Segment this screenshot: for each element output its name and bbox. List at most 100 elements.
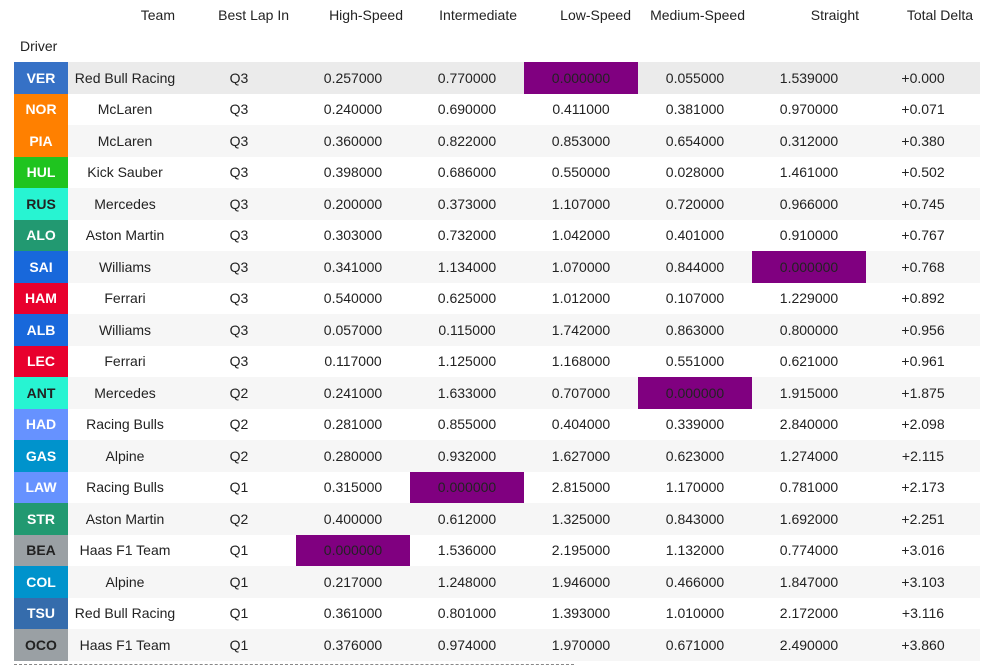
cell: 1.107000 xyxy=(551,195,611,212)
cell: +0.071 xyxy=(901,101,945,118)
cell: 0.843000 xyxy=(665,510,725,527)
cell: 1.229000 xyxy=(779,290,839,307)
cell: 0.621000 xyxy=(779,353,839,370)
driver-cell: NOR xyxy=(14,93,68,125)
cell: 2.195000 xyxy=(551,542,611,559)
cell: 1.692000 xyxy=(779,510,839,527)
cell: +2.115 xyxy=(901,447,945,464)
cell: 0.540000 xyxy=(323,290,383,307)
table-row: NOR McLaren Q3 0.240000 0.690000 0.411000 0.38… xyxy=(14,93,980,125)
table-row: RUS Mercedes Q3 0.200000 0.373000 1.107000 0.7… xyxy=(14,188,980,220)
cell: Red Bull Racing xyxy=(74,69,176,86)
cell: 1.168000 xyxy=(551,353,611,370)
cell: Haas F1 Team xyxy=(79,542,171,559)
cell: Q1 xyxy=(229,573,249,590)
cell: Q1 xyxy=(229,542,249,559)
cell: 0.117000 xyxy=(324,353,382,370)
cell: 1.274000 xyxy=(779,447,839,464)
cell: +0.380 xyxy=(901,132,945,149)
cell: 0.280000 xyxy=(323,447,383,464)
cell: 1.042000 xyxy=(551,227,611,244)
cell: 1.125000 xyxy=(437,353,497,370)
cell: 0.241000 xyxy=(323,384,383,401)
cell: Ferrari xyxy=(104,290,146,307)
cell: 0.115000 xyxy=(438,321,496,338)
cell: 0.550000 xyxy=(551,164,611,181)
cell: Aston Martin xyxy=(85,227,165,244)
cell: Q2 xyxy=(229,510,249,527)
cell: 1.536000 xyxy=(437,542,497,559)
cell: Red Bull Racing xyxy=(74,605,176,622)
cell: 0.000000 xyxy=(752,251,866,283)
cell: 0.000000 xyxy=(638,377,752,409)
cell: 1.325000 xyxy=(551,510,611,527)
cell: 0.686000 xyxy=(437,164,497,181)
table-row: HUL Kick Sauber Q3 0.398000 0.686000 0.550000… xyxy=(14,156,980,188)
cell: 0.966000 xyxy=(779,195,839,212)
table-row: HAD Racing Bulls Q2 0.281000 0.855000 0.40400… xyxy=(14,408,980,440)
cell: 0.000000 xyxy=(410,471,524,503)
cell: 0.028000 xyxy=(665,164,725,181)
cell: Ferrari xyxy=(104,353,146,370)
cell: 0.000000 xyxy=(524,62,638,94)
driver-cell: LAW xyxy=(14,471,68,503)
driver-cell: RUS xyxy=(14,188,68,220)
cell: 0.863000 xyxy=(665,321,725,338)
column-header: Straight xyxy=(810,7,859,23)
cell: +0.768 xyxy=(901,258,945,275)
cell: 0.466000 xyxy=(665,573,725,590)
cell: 1.070000 xyxy=(551,258,611,275)
index-name: Driver xyxy=(20,38,58,54)
cell: 0.200000 xyxy=(323,195,383,212)
column-header: High-Speed xyxy=(329,7,403,23)
cell: Kick Sauber xyxy=(87,164,163,181)
cell: 0.398000 xyxy=(323,164,383,181)
cell: 0.107000 xyxy=(665,290,725,307)
cell: Racing Bulls xyxy=(86,416,164,433)
cell: 0.822000 xyxy=(437,132,497,149)
cell: 0.217000 xyxy=(323,573,383,590)
cell: 1.393000 xyxy=(551,605,611,622)
cell: Q1 xyxy=(229,479,249,496)
cell: 0.623000 xyxy=(665,447,725,464)
cell: Haas F1 Team xyxy=(79,636,171,653)
driver-cell: VER xyxy=(14,62,68,94)
cell: +3.103 xyxy=(901,573,945,590)
driver-cell: HUL xyxy=(14,156,68,188)
cell: Q3 xyxy=(229,353,249,370)
cell: 0.625000 xyxy=(437,290,497,307)
table-row: VER Red Bull Racing Q3 0.257000 0.770000 0.00… xyxy=(14,62,980,94)
cell: 1.010000 xyxy=(665,605,725,622)
cell: 1.539000 xyxy=(779,69,839,86)
cell: 0.312000 xyxy=(779,132,839,149)
cell: Q1 xyxy=(229,605,249,622)
table-row: HAM Ferrari Q3 0.540000 0.625000 1.012000 0.10… xyxy=(14,282,980,314)
cell: +0.000 xyxy=(901,69,945,86)
cell: 0.690000 xyxy=(437,101,497,118)
cell: +0.961 xyxy=(901,353,945,370)
cell: 0.315000 xyxy=(323,479,383,496)
cell: 0.774000 xyxy=(779,542,839,559)
table-row: SAI Williams Q3 0.341000 1.134000 1.070000 0.8… xyxy=(14,251,980,283)
cell: 0.855000 xyxy=(437,416,497,433)
cell: +2.098 xyxy=(901,416,945,433)
cell: +3.016 xyxy=(901,542,945,559)
table-row: LAW Racing Bulls Q1 0.315000 0.000000 2.81500… xyxy=(14,471,980,503)
driver-cell: ANT xyxy=(14,377,68,409)
cell: Williams xyxy=(98,258,152,275)
driver-cell: BEA xyxy=(14,534,68,566)
cell: +0.892 xyxy=(901,290,945,307)
cell: Q3 xyxy=(229,195,249,212)
table-row: STR Aston Martin Q2 0.400000 0.612000 1.32500… xyxy=(14,503,980,535)
cell: +1.875 xyxy=(901,384,945,401)
cell: 0.055000 xyxy=(665,69,725,86)
cell: +0.502 xyxy=(901,164,945,181)
cell: 0.339000 xyxy=(665,416,725,433)
cell: Racing Bulls xyxy=(86,479,164,496)
header-row: Team Best Lap In High-Speed Intermediate Low… xyxy=(14,0,980,30)
column-header: Total Delta xyxy=(906,7,973,23)
blank-header xyxy=(14,0,68,30)
cell: 0.707000 xyxy=(551,384,611,401)
column-header: Intermediate xyxy=(439,7,517,23)
cell: +0.745 xyxy=(901,195,945,212)
